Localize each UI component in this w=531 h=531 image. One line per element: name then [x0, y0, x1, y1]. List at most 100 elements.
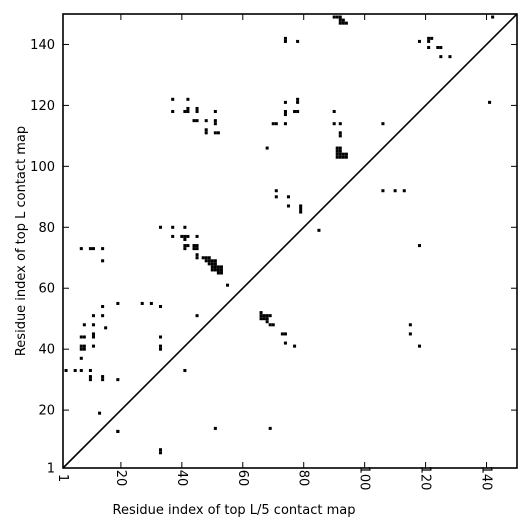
x-tick-label: 40	[174, 470, 189, 487]
x-axis-ticks: 1 20 40 60 80 100 120 140	[55, 14, 494, 490]
x-tick-label: 20	[113, 470, 128, 487]
contact-cell	[268, 323, 272, 327]
contact-cell	[219, 265, 223, 269]
contact-cell	[335, 155, 339, 159]
contacts-layer	[64, 15, 495, 455]
contact-cell	[192, 247, 196, 251]
contact-cell	[283, 122, 287, 126]
contact-cell	[88, 368, 92, 373]
plot-frame	[62, 13, 518, 469]
contact-cell	[204, 131, 208, 135]
contact-cell	[427, 36, 431, 40]
contact-cell	[335, 146, 339, 150]
contact-cell	[101, 259, 105, 263]
contact-cell	[338, 146, 342, 150]
contact-cell	[265, 320, 269, 324]
contact-cell	[296, 100, 300, 104]
contact-cell	[195, 247, 199, 251]
contact-cell	[183, 237, 187, 241]
contact-cell	[204, 128, 208, 132]
contact-cell	[381, 122, 385, 126]
contact-cell	[210, 259, 214, 263]
contact-cell	[286, 204, 290, 208]
contact-cell	[341, 18, 345, 22]
contact-cell	[158, 305, 163, 309]
contact-cell	[91, 247, 95, 251]
contact-cell	[186, 97, 190, 101]
y-tick-label: 40	[38, 343, 55, 358]
contact-cell	[408, 332, 412, 336]
contact-cell	[207, 259, 211, 263]
contact-cell	[149, 301, 153, 305]
contact-cell	[213, 119, 217, 123]
contact-cell	[186, 109, 190, 114]
contact-cell	[79, 247, 83, 251]
contact-cell	[332, 109, 336, 114]
contact-cell	[335, 152, 339, 156]
y-tick-label: 80	[38, 221, 55, 236]
contact-cell	[436, 46, 440, 50]
contact-cell	[338, 152, 342, 156]
contact-cell	[338, 131, 342, 135]
contact-cell	[183, 244, 187, 248]
contact-cell	[183, 109, 187, 114]
contact-cell	[73, 368, 77, 373]
contact-cell	[192, 119, 196, 123]
contact-cell	[213, 131, 217, 135]
x-tick-label: 80	[296, 470, 311, 487]
contact-cell	[91, 332, 95, 336]
contact-cell	[274, 122, 278, 126]
contact-cell	[171, 109, 175, 114]
contact-cell	[296, 39, 300, 43]
contact-cell	[158, 347, 163, 351]
contact-cell	[335, 149, 339, 153]
y-tick-label: 100	[30, 160, 55, 175]
contact-cell	[338, 18, 342, 22]
contact-cell	[283, 341, 287, 345]
x-tick-label: 100	[357, 466, 372, 491]
contact-cell	[439, 46, 443, 50]
contact-cell	[82, 335, 86, 339]
contact-cell	[427, 39, 431, 43]
contact-cell	[293, 344, 297, 348]
contact-cell	[491, 15, 495, 19]
contact-cell	[186, 244, 190, 248]
contact-cell	[195, 256, 199, 260]
y-tick-label: 60	[38, 282, 55, 297]
contact-cell	[280, 332, 284, 336]
contact-cell	[183, 247, 187, 251]
contact-cell	[180, 234, 184, 238]
diagonal-line	[62, 13, 518, 469]
contact-cell	[402, 189, 406, 193]
contact-cell	[271, 323, 275, 327]
contact-cell	[186, 106, 190, 110]
contact-cell	[186, 234, 190, 238]
contact-cell	[116, 378, 120, 382]
contact-cell	[210, 265, 214, 269]
contact-cell	[417, 244, 422, 248]
y-tick-label: 140	[30, 38, 55, 53]
contact-cell	[204, 259, 208, 263]
contact-cell	[104, 326, 108, 330]
y-axis-label: Residue index of top L contact map	[14, 126, 29, 356]
contact-cell	[265, 146, 269, 150]
contact-cell	[265, 317, 269, 321]
contact-cell	[271, 122, 275, 126]
contact-cell	[283, 36, 287, 40]
contact-cell	[299, 207, 303, 211]
contact-cell	[417, 39, 422, 43]
contact-cell	[219, 271, 223, 275]
contact-cell	[158, 335, 163, 339]
contact-cell	[296, 109, 300, 114]
contact-cell	[213, 122, 217, 126]
contact-cell	[183, 368, 187, 373]
contact-cell	[259, 314, 263, 318]
contact-cell	[283, 39, 287, 43]
contact-cell	[98, 411, 102, 415]
contact-cell	[259, 311, 263, 315]
x-axis-label: Residue index of top L/5 contact map	[113, 503, 356, 518]
contact-cell	[296, 97, 300, 101]
contact-cell	[101, 314, 105, 318]
contact-cell	[283, 100, 287, 104]
contact-cell	[216, 271, 220, 275]
